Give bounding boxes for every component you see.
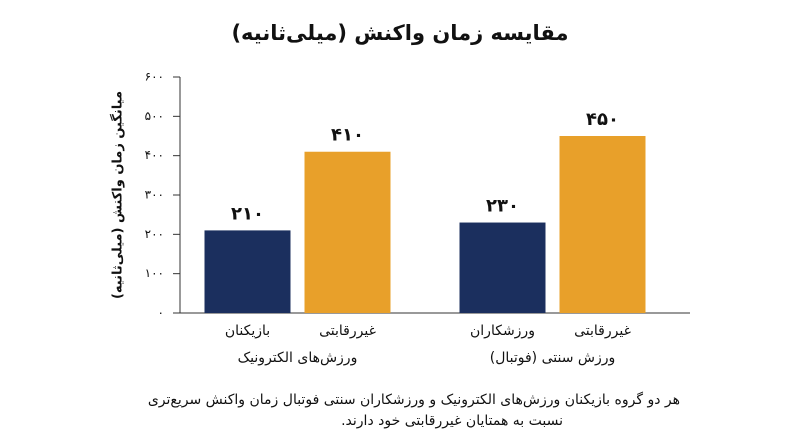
y-tick-label: ۱۰۰ xyxy=(145,266,164,280)
caption-line: هر دو گروه بازیکنان ورزش‌های الکترونیک و… xyxy=(148,391,680,408)
category-label: ورزش‌های الکترونیک xyxy=(238,350,358,366)
caption-line: نسبت به همتایان غیررقابتی خود دارند. xyxy=(341,413,563,429)
category-label: ورزش سنتی (فوتبال) xyxy=(490,350,616,366)
bar-label: غیررقابتی xyxy=(574,323,631,339)
y-tick-label: ۶۰۰ xyxy=(145,70,164,84)
value-label: ۴۵۰ xyxy=(586,109,619,130)
y-tick-label: ۲۰۰ xyxy=(145,227,164,241)
y-axis-label: میانگین زمان واکنش (میلی‌ثانیه) xyxy=(110,91,126,299)
bar-label: بازیکنان xyxy=(225,323,270,339)
value-label: ۲۱۰ xyxy=(231,203,264,224)
chart-title: مقایسه زمان واکنش (میلی‌ثانیه) xyxy=(231,21,568,45)
bar xyxy=(559,136,646,313)
value-label: ۴۱۰ xyxy=(331,125,364,146)
bar xyxy=(304,151,391,313)
y-tick-label: ۳۰۰ xyxy=(145,188,164,202)
bar-label: غیررقابتی xyxy=(319,323,376,339)
bar xyxy=(204,230,291,313)
value-label: ۲۳۰ xyxy=(486,196,519,217)
y-tick-label: ۴۰۰ xyxy=(145,148,164,162)
bar xyxy=(459,222,546,313)
y-tick-label: ۰ xyxy=(158,306,164,320)
bar-label: ورزشکاران xyxy=(470,323,535,339)
y-tick-label: ۵۰۰ xyxy=(145,109,164,123)
